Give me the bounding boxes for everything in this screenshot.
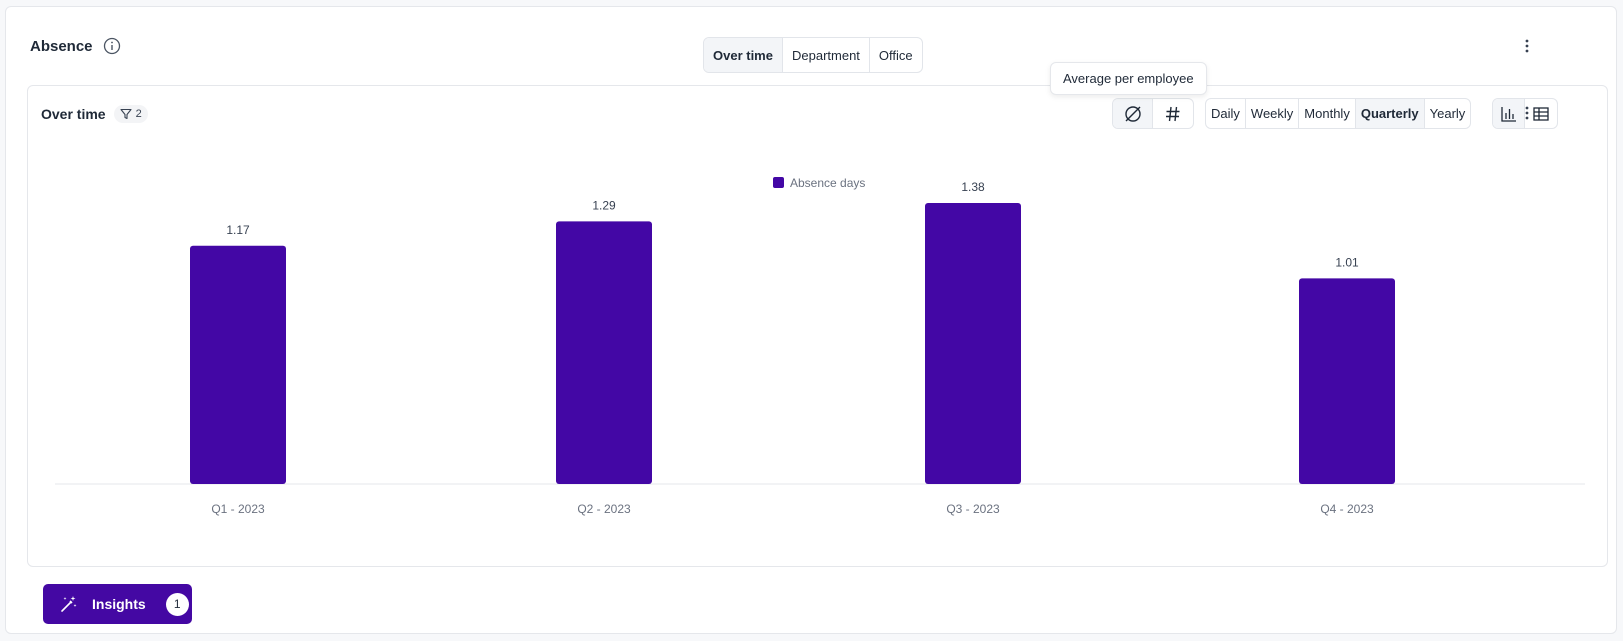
data-label-2: 1.29 — [592, 198, 616, 212]
period-selector: Daily Weekly Monthly Quarterly Yearly — [1205, 98, 1472, 129]
period-yearly[interactable]: Yearly — [1425, 99, 1471, 128]
period-daily-label: Daily — [1211, 106, 1240, 121]
period-monthly-label: Monthly — [1304, 106, 1350, 121]
period-daily[interactable]: Daily — [1206, 99, 1246, 128]
card-title: Absence — [30, 37, 121, 55]
legend-label[interactable]: Absence days — [790, 176, 865, 190]
panel-title: Over time 2 — [41, 105, 148, 123]
period-quarterly[interactable]: Quarterly — [1355, 99, 1425, 128]
filter-chip[interactable]: 2 — [113, 105, 148, 123]
chart-view-button[interactable] — [1493, 99, 1525, 128]
panel-more-icon[interactable] — [1519, 103, 1535, 123]
tab-office-label: Office — [878, 47, 913, 63]
data-label-4: 1.01 — [1335, 255, 1359, 269]
filter-count: 2 — [135, 108, 142, 120]
bar-chart: Absence days 1.17 Q1 - 2023 1.29 Q2 - 2023 1… — [55, 176, 1585, 516]
average-icon — [1124, 105, 1141, 122]
magic-wand-icon — [59, 594, 79, 614]
hash-icon — [1166, 106, 1180, 121]
panel-title-text: Over time — [41, 106, 106, 122]
card-title-text: Absence — [30, 37, 93, 55]
period-weekly[interactable]: Weekly — [1246, 99, 1300, 128]
tab-over-time[interactable]: Over time — [704, 38, 783, 72]
period-weekly-label: Weekly — [1250, 106, 1294, 121]
data-label-1: 1.17 — [226, 223, 250, 237]
bar-chart-icon — [1500, 106, 1516, 122]
bar-1[interactable] — [190, 245, 286, 484]
x-tick-label-3: Q3 - 2023 — [946, 502, 1000, 516]
metric-toggle — [1112, 98, 1194, 129]
period-yearly-label: Yearly — [1429, 106, 1466, 121]
breakdown-tabs: Over time Department Office — [703, 37, 923, 73]
chart-legend: Absence days — [773, 176, 865, 190]
count-toggle[interactable] — [1153, 99, 1193, 128]
insights-count: 1 — [165, 592, 189, 616]
period-quarterly-label: Quarterly — [1360, 106, 1419, 121]
view-toggle — [1492, 98, 1558, 129]
insights-label: Insights — [92, 596, 146, 612]
legend-swatch — [773, 177, 784, 188]
x-tick-label-1: Q1 - 2023 — [211, 502, 265, 516]
data-label-3: 1.38 — [961, 180, 985, 194]
tab-department-label: Department — [791, 47, 860, 63]
insights-button[interactable]: Insights 1 — [43, 584, 192, 624]
tab-over-time-label: Over time — [713, 47, 773, 63]
bar-3[interactable] — [925, 203, 1021, 484]
card-more-icon[interactable] — [1519, 36, 1535, 56]
absence-card: Absence Over time Department Office Aver… — [5, 6, 1617, 634]
period-monthly[interactable]: Monthly — [1299, 99, 1356, 128]
metric-tooltip: Average per employee — [1050, 62, 1207, 95]
tab-office[interactable]: Office — [870, 38, 922, 72]
metric-tooltip-text: Average per employee — [1063, 71, 1194, 86]
chart-panel: Over time 2 Daily Weekly Monthly Quarter… — [27, 85, 1608, 567]
filter-icon — [120, 108, 132, 120]
bar-2[interactable] — [556, 221, 652, 484]
x-tick-label-2: Q2 - 2023 — [577, 502, 631, 516]
table-icon — [1533, 106, 1549, 121]
x-tick-label-4: Q4 - 2023 — [1320, 502, 1374, 516]
average-toggle[interactable] — [1113, 99, 1153, 128]
tab-department[interactable]: Department — [783, 38, 870, 72]
bar-4[interactable] — [1299, 278, 1395, 484]
table-view-button[interactable] — [1525, 99, 1557, 128]
info-icon[interactable] — [103, 37, 121, 55]
